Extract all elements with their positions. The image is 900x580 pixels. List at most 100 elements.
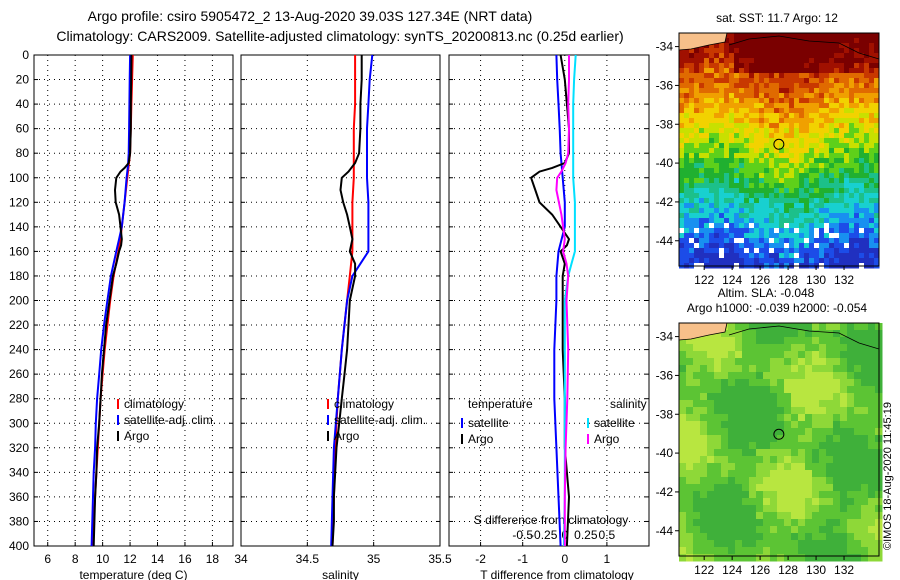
map-cell [714, 223, 720, 229]
map-cell [769, 38, 775, 44]
map-cell [749, 386, 757, 394]
map-cell [789, 228, 795, 234]
y-tick-label: 80 [16, 146, 30, 160]
map-cell [754, 168, 760, 174]
map-cell [819, 83, 825, 89]
map-cell [700, 337, 708, 345]
map-cell [833, 456, 841, 464]
map-cell [794, 123, 800, 129]
map-cell [764, 48, 770, 54]
map-cell [804, 33, 810, 39]
map-cell [774, 178, 780, 184]
map-cell [684, 193, 690, 199]
map-cell [684, 48, 690, 54]
map-cell [749, 484, 757, 492]
series-line-temperature-satellite [553, 54, 566, 547]
map-cell [704, 53, 710, 59]
map-cell [814, 93, 820, 99]
map-cell [794, 233, 800, 239]
map-cell [864, 38, 870, 44]
map-cell [791, 526, 799, 534]
map-cell [749, 188, 755, 194]
map-cell [849, 173, 855, 179]
map-cell [693, 477, 701, 485]
map-cell [679, 505, 687, 513]
map-cell [869, 178, 875, 184]
map-cell [819, 198, 825, 204]
map-cell [812, 428, 820, 436]
map-cell [779, 193, 785, 199]
map-cell [729, 73, 735, 79]
map-cell [739, 188, 745, 194]
map-cell [854, 68, 860, 74]
map-cell [849, 188, 855, 194]
map-cell [805, 526, 813, 534]
map-cell [869, 48, 875, 54]
map-cell [749, 98, 755, 104]
map-cell [714, 449, 722, 457]
map-cell [834, 193, 840, 199]
map-cell [840, 526, 848, 534]
map-cell [809, 83, 815, 89]
map-cell [754, 178, 760, 184]
map-cell [840, 393, 848, 401]
map-cell [679, 547, 687, 555]
map-cell [774, 138, 780, 144]
map-cell [804, 173, 810, 179]
map-cell [849, 193, 855, 199]
map-cell [779, 118, 785, 124]
map-cell [779, 33, 785, 39]
map-cell [819, 158, 825, 164]
map-cell [679, 188, 685, 194]
map-cell [854, 33, 860, 39]
map-cell [844, 218, 850, 224]
map-cell [739, 233, 745, 239]
map-cell [764, 178, 770, 184]
map-cell [874, 203, 880, 209]
map-cell [824, 168, 830, 174]
map-cell [744, 123, 750, 129]
map-cell [794, 183, 800, 189]
map-cell [714, 138, 720, 144]
map-cell [847, 477, 855, 485]
map-cell [868, 498, 876, 506]
map-cell [874, 58, 880, 64]
map-cell [791, 547, 799, 555]
map-cell [709, 193, 715, 199]
map-cell [764, 143, 770, 149]
map-cell [799, 253, 805, 259]
map-cell [834, 103, 840, 109]
map-cell [694, 83, 700, 89]
map-cell [819, 435, 827, 443]
map-cell [826, 505, 834, 513]
map-cell [854, 484, 862, 492]
map-cell [721, 463, 729, 471]
map-cell [809, 243, 815, 249]
map-cell [804, 63, 810, 69]
map-cell [734, 133, 740, 139]
map-cell [839, 48, 845, 54]
map-cell [728, 351, 736, 359]
map-cell [763, 484, 771, 492]
map-cell [864, 243, 870, 249]
map-cell [744, 73, 750, 79]
map-cell [829, 208, 835, 214]
map-cell [739, 63, 745, 69]
map-cell [763, 477, 771, 485]
map-cell [839, 38, 845, 44]
map-cell [854, 193, 860, 199]
map-cell [839, 188, 845, 194]
map-cell [759, 238, 765, 244]
map-cell [814, 213, 820, 219]
map-cell [684, 233, 690, 239]
map-cell [799, 218, 805, 224]
map-cell [704, 158, 710, 164]
map-cell [799, 88, 805, 94]
map-cell [819, 470, 827, 478]
map-cell [739, 43, 745, 49]
map-cell [693, 337, 701, 345]
map-cell [784, 484, 792, 492]
map-cell [849, 78, 855, 84]
map-cell [819, 547, 827, 555]
map-cell [749, 365, 757, 373]
